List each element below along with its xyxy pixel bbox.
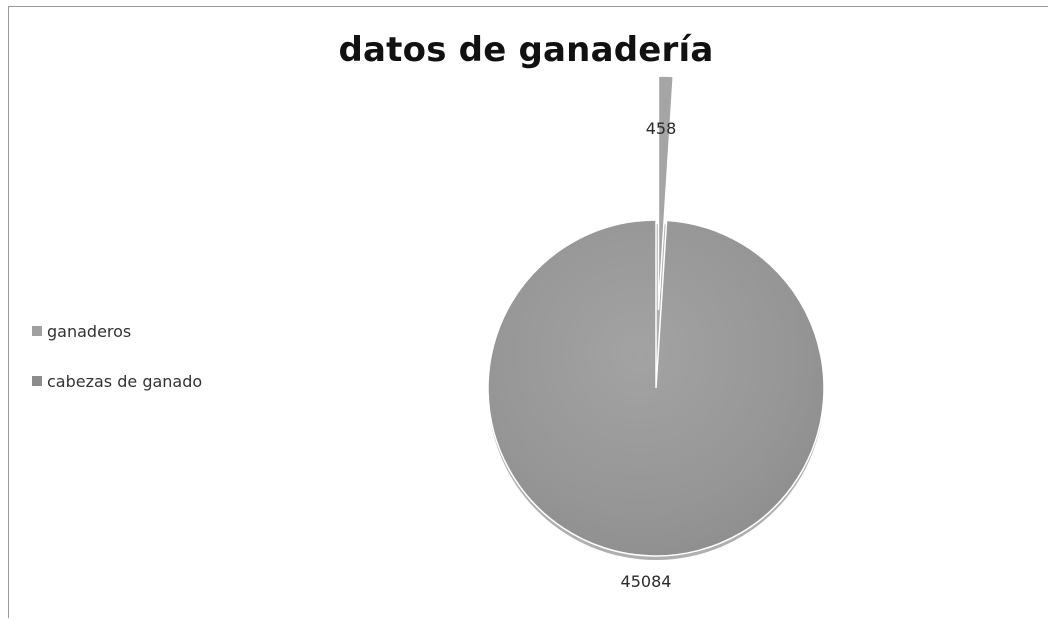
pie-slice-cabezas-de-ganado [488, 220, 824, 556]
data-label-cabezas-de-ganado: 45084 [621, 572, 672, 591]
data-label-ganaderos: 458 [646, 119, 677, 138]
